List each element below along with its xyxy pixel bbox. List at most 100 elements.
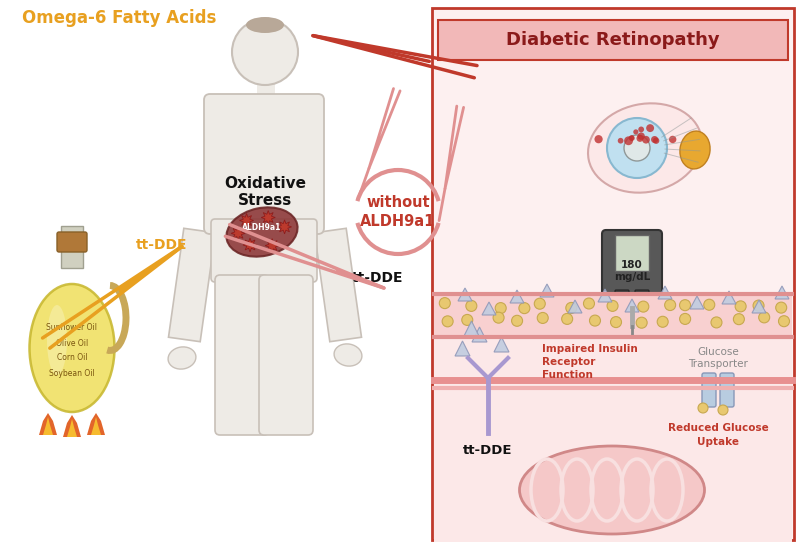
FancyBboxPatch shape	[211, 219, 317, 282]
Text: Reduced Glucose
Uptake: Reduced Glucose Uptake	[668, 423, 769, 447]
Polygon shape	[91, 417, 101, 435]
Circle shape	[439, 298, 451, 308]
FancyBboxPatch shape	[615, 290, 629, 299]
Text: tt-DDE: tt-DDE	[463, 443, 513, 456]
Circle shape	[607, 118, 667, 178]
Text: tt-DDE: tt-DDE	[352, 271, 403, 285]
Text: Corn Oil: Corn Oil	[57, 353, 87, 363]
Polygon shape	[67, 419, 77, 437]
Ellipse shape	[30, 284, 114, 412]
Text: Soybean Oil: Soybean Oil	[49, 369, 95, 377]
Circle shape	[232, 19, 298, 85]
Polygon shape	[39, 413, 57, 435]
Circle shape	[665, 300, 676, 311]
Ellipse shape	[519, 446, 705, 534]
Circle shape	[680, 300, 690, 311]
FancyBboxPatch shape	[432, 8, 794, 540]
Polygon shape	[510, 290, 524, 303]
Text: Sunflower Oil: Sunflower Oil	[46, 323, 97, 333]
Circle shape	[618, 138, 623, 144]
Circle shape	[462, 314, 473, 325]
Ellipse shape	[226, 207, 297, 257]
FancyBboxPatch shape	[215, 275, 269, 435]
Ellipse shape	[47, 305, 67, 375]
Ellipse shape	[246, 17, 284, 33]
Circle shape	[646, 124, 654, 132]
Text: 180
mg/dL: 180 mg/dL	[614, 260, 650, 282]
Circle shape	[562, 313, 573, 324]
Circle shape	[759, 312, 769, 323]
Ellipse shape	[168, 347, 196, 369]
Polygon shape	[43, 417, 53, 435]
Circle shape	[610, 317, 622, 328]
Polygon shape	[277, 220, 292, 234]
FancyBboxPatch shape	[204, 94, 324, 234]
Text: Diabetic Retinopathy: Diabetic Retinopathy	[507, 31, 720, 49]
FancyBboxPatch shape	[257, 77, 275, 95]
Polygon shape	[540, 284, 554, 297]
Polygon shape	[752, 300, 766, 313]
Circle shape	[718, 405, 728, 415]
Circle shape	[519, 302, 530, 313]
Polygon shape	[265, 239, 279, 253]
FancyBboxPatch shape	[615, 235, 649, 271]
Circle shape	[511, 315, 523, 327]
Circle shape	[583, 298, 594, 309]
Text: Impaired Insulin
Receptor
Function: Impaired Insulin Receptor Function	[542, 344, 638, 380]
Circle shape	[735, 301, 746, 312]
Circle shape	[607, 300, 618, 311]
Circle shape	[651, 136, 658, 143]
Circle shape	[442, 316, 453, 327]
Polygon shape	[455, 341, 470, 356]
Text: Olive Oil: Olive Oil	[56, 339, 88, 347]
Circle shape	[638, 133, 645, 140]
Circle shape	[778, 316, 789, 327]
Text: tt-DDE: tt-DDE	[137, 238, 188, 252]
Polygon shape	[568, 300, 582, 313]
Polygon shape	[231, 226, 245, 240]
Polygon shape	[464, 321, 479, 336]
Circle shape	[624, 135, 650, 161]
Polygon shape	[243, 238, 257, 252]
Text: ALDH9a1: ALDH9a1	[242, 223, 282, 233]
Ellipse shape	[680, 131, 710, 169]
Circle shape	[466, 300, 477, 311]
Polygon shape	[240, 213, 253, 228]
Circle shape	[638, 127, 644, 132]
Polygon shape	[261, 211, 275, 224]
Circle shape	[711, 317, 722, 328]
FancyBboxPatch shape	[61, 226, 83, 268]
FancyBboxPatch shape	[434, 337, 792, 542]
Circle shape	[733, 313, 745, 325]
Polygon shape	[482, 302, 496, 315]
Text: without
ALDH9a1: without ALDH9a1	[360, 194, 435, 229]
Circle shape	[590, 315, 601, 326]
Polygon shape	[87, 413, 105, 435]
Polygon shape	[722, 291, 736, 304]
Polygon shape	[625, 299, 639, 312]
Circle shape	[537, 312, 548, 323]
Polygon shape	[598, 289, 612, 302]
FancyBboxPatch shape	[259, 275, 313, 435]
Text: Omega-6 Fatty Acids: Omega-6 Fatty Acids	[22, 9, 217, 27]
Polygon shape	[63, 415, 81, 437]
Polygon shape	[775, 286, 789, 299]
Circle shape	[637, 135, 643, 142]
Polygon shape	[315, 228, 361, 342]
Circle shape	[669, 136, 677, 143]
Circle shape	[535, 298, 545, 309]
Polygon shape	[169, 228, 216, 342]
Circle shape	[704, 299, 715, 310]
Circle shape	[653, 138, 659, 144]
Ellipse shape	[334, 344, 362, 366]
FancyBboxPatch shape	[720, 373, 734, 407]
Polygon shape	[458, 288, 472, 301]
Polygon shape	[658, 286, 672, 299]
Polygon shape	[494, 337, 509, 352]
Polygon shape	[690, 296, 704, 309]
FancyBboxPatch shape	[702, 373, 716, 407]
Circle shape	[629, 135, 634, 141]
Ellipse shape	[588, 103, 702, 193]
Circle shape	[624, 136, 633, 145]
Polygon shape	[472, 327, 487, 342]
